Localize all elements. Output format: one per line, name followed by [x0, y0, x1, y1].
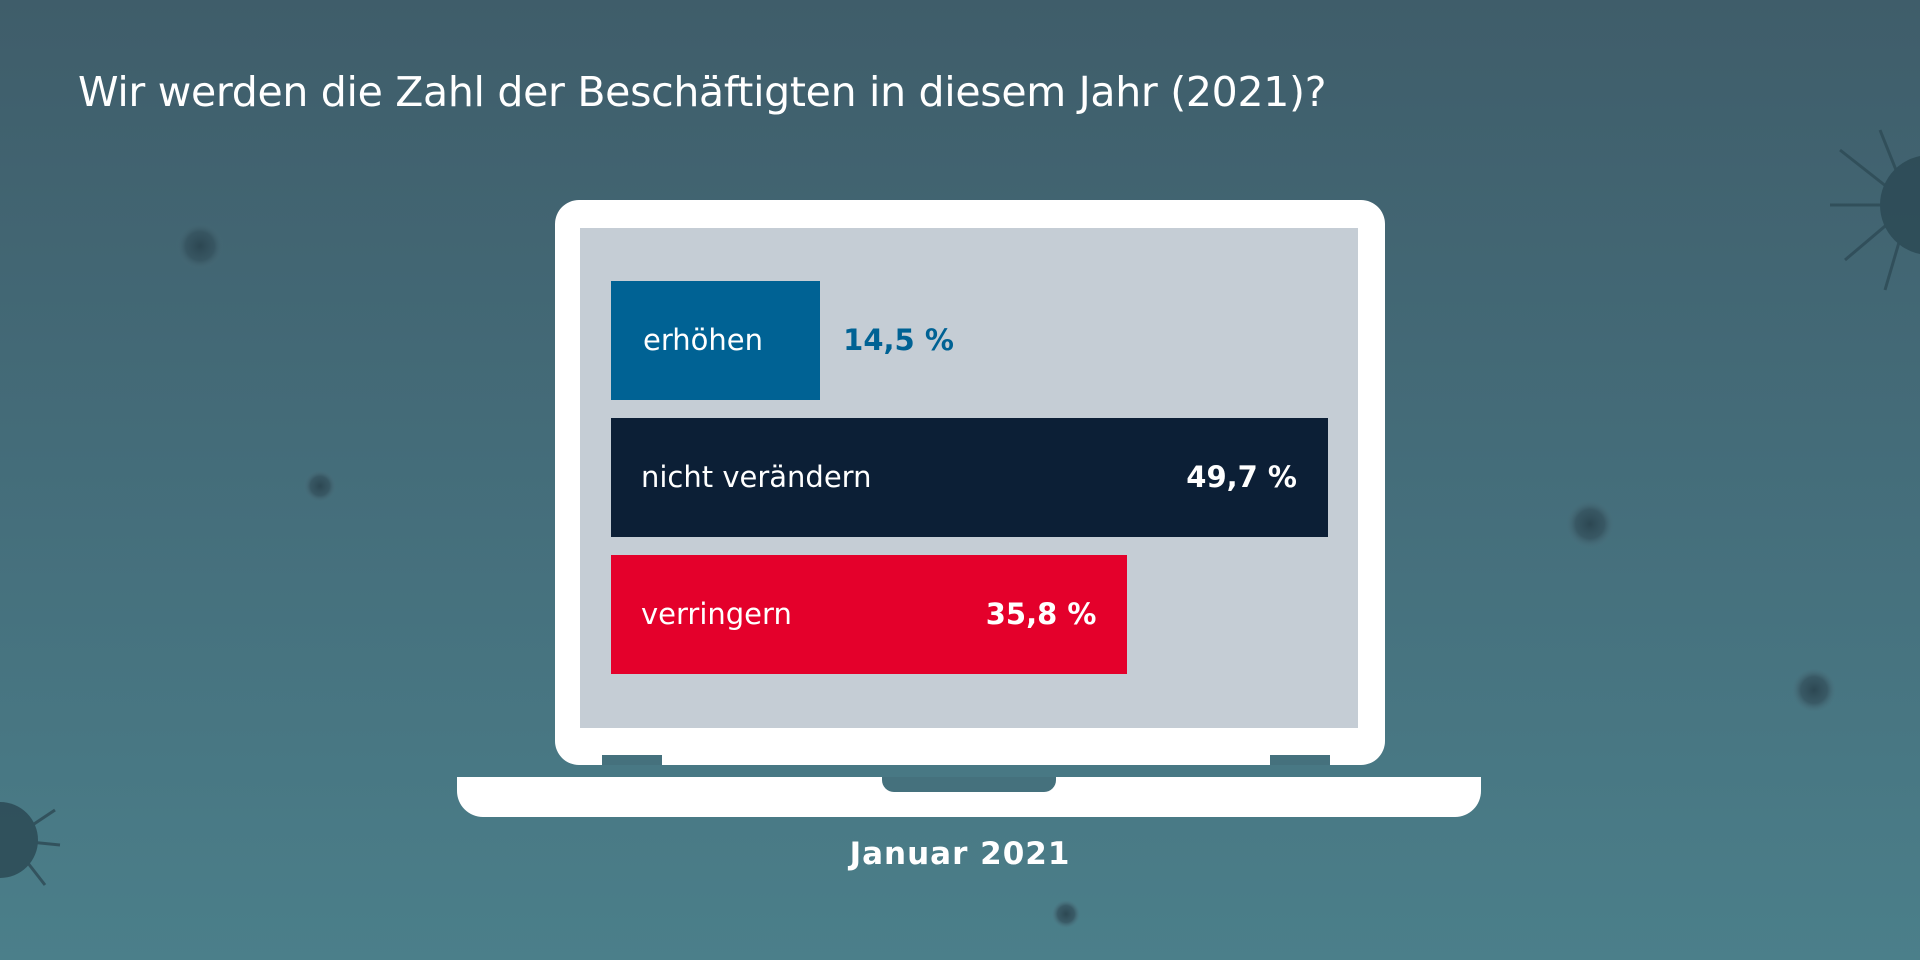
chart-screen: erhöhen 14,5 % nicht verändern 49,7 % verrin… — [580, 228, 1358, 728]
virus-icon — [304, 470, 336, 502]
bar-category-label: erhöhen — [643, 323, 763, 357]
chart-footer-date: Januar 2021 — [849, 836, 1071, 872]
laptop-hinge-left — [602, 755, 662, 765]
bar-value-label: 14,5 % — [843, 323, 954, 357]
bar-value-label: 49,7 % — [1186, 460, 1297, 494]
chart-title: Wir werden die Zahl der Beschäftigten in… — [78, 68, 1327, 116]
bar-0: erhöhen 14,5 % — [611, 281, 954, 400]
bar-value-label: 35,8 % — [985, 597, 1097, 631]
virus-icon — [0, 802, 61, 886]
virus-icon — [176, 222, 224, 270]
laptop-notch — [882, 777, 1056, 792]
bar-2: verringern 35,8 % — [611, 555, 1128, 674]
bar-1: nicht verändern 49,7 % — [611, 418, 1328, 537]
bar-category-label: verringern — [641, 597, 792, 631]
bar-category-label: nicht verändern — [641, 460, 872, 494]
virus-icon — [1792, 668, 1836, 712]
laptop-hinge-right — [1270, 755, 1330, 765]
virus-icon — [1830, 129, 1920, 291]
virus-icon — [1052, 900, 1080, 928]
virus-icon — [1566, 500, 1614, 548]
